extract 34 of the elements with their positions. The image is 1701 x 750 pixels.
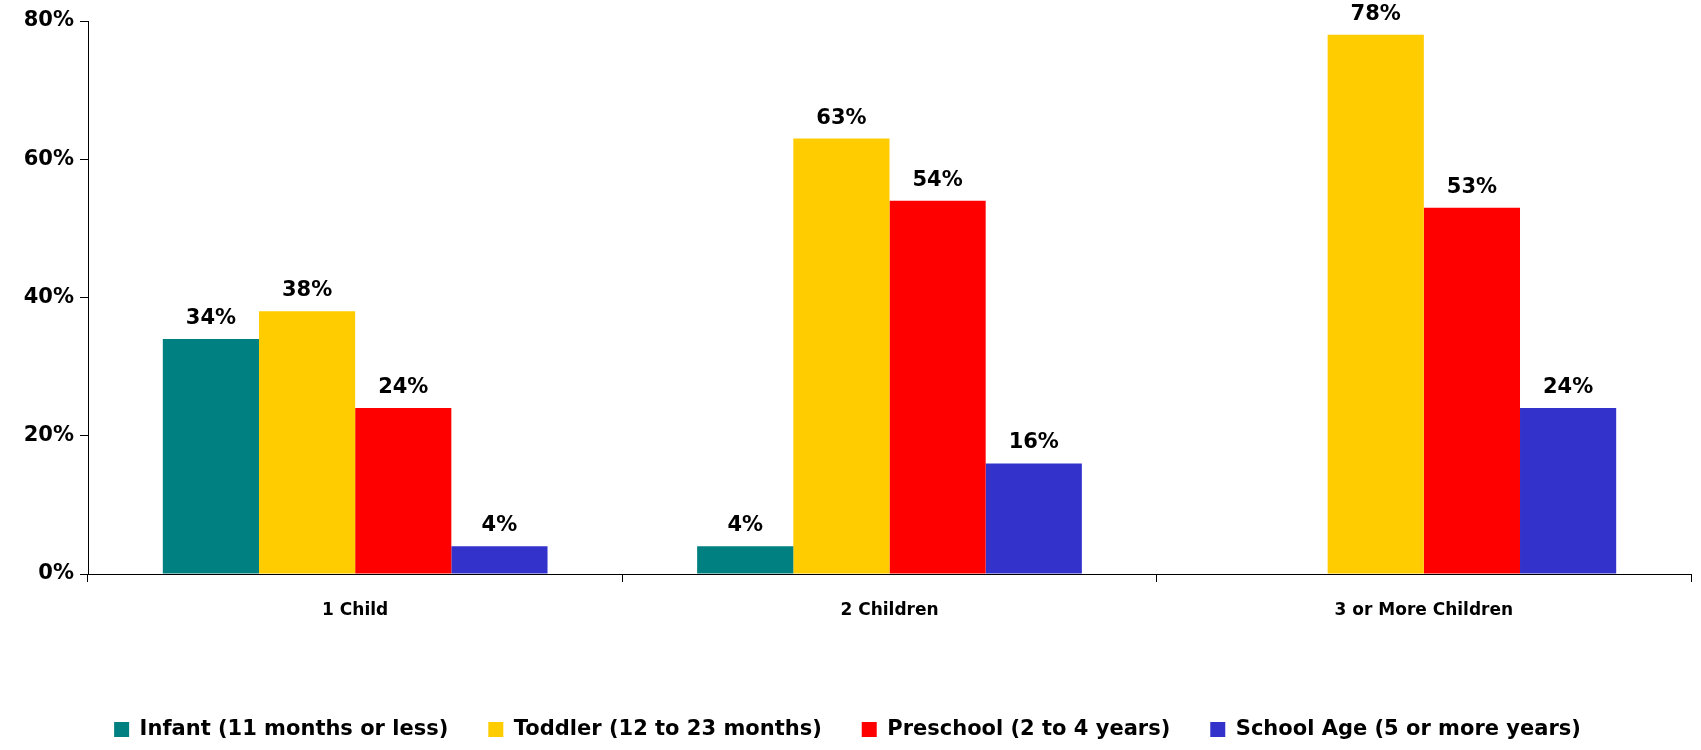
legend-label: Preschool (2 to 4 years) bbox=[887, 715, 1171, 740]
bar bbox=[985, 463, 1082, 574]
bar bbox=[355, 408, 452, 574]
bar bbox=[889, 200, 986, 574]
data-label: 24% bbox=[378, 374, 429, 399]
data-label: 54% bbox=[912, 166, 963, 191]
bar bbox=[1327, 34, 1424, 574]
data-label: 4% bbox=[481, 512, 518, 537]
bar bbox=[162, 338, 259, 574]
data-label: 78% bbox=[1350, 0, 1401, 25]
legend-label: Toddler (12 to 23 months) bbox=[513, 715, 822, 740]
bar bbox=[258, 311, 356, 574]
y-tick-label: 80% bbox=[23, 7, 74, 32]
x-tick-label: 3 or More Children bbox=[1334, 598, 1514, 619]
data-label: 34% bbox=[185, 304, 237, 329]
bar bbox=[451, 546, 548, 574]
data-label: 63% bbox=[816, 104, 867, 129]
y-tick-label: 20% bbox=[23, 422, 74, 447]
y-tick-label: 60% bbox=[23, 145, 74, 170]
legend-label: Infant (11 months or less) bbox=[139, 715, 449, 740]
data-label: 38% bbox=[281, 277, 333, 302]
bar bbox=[1520, 408, 1617, 574]
bar bbox=[793, 138, 890, 574]
x-tick-label: 2 Children bbox=[840, 598, 939, 619]
y-tick-label: 0% bbox=[38, 560, 74, 585]
bar bbox=[697, 546, 794, 574]
bar bbox=[1423, 207, 1521, 574]
y-tick-label: 40% bbox=[23, 283, 74, 308]
data-label: 4% bbox=[727, 512, 764, 537]
data-label: 53% bbox=[1446, 173, 1498, 198]
data-label: 16% bbox=[1008, 429, 1059, 454]
x-tick-label: 1 Child bbox=[322, 598, 389, 619]
legend-label: School Age (5 or more years) bbox=[1235, 715, 1581, 740]
data-label: 24% bbox=[1542, 374, 1594, 399]
